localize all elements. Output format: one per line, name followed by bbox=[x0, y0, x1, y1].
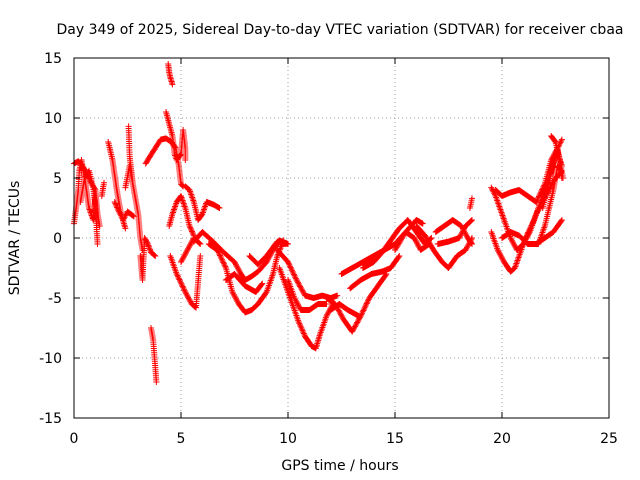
y-tick-label: -10 bbox=[39, 351, 62, 367]
y-tick-label: 5 bbox=[53, 171, 62, 187]
y-tick-label: -15 bbox=[39, 411, 62, 427]
y-tick-label: 15 bbox=[44, 51, 62, 67]
x-tick-label: 20 bbox=[493, 431, 511, 447]
x-tick-label: 15 bbox=[386, 431, 404, 447]
y-axis-label: SDTVAR / TECUs bbox=[7, 181, 23, 296]
x-tick-label: 10 bbox=[279, 431, 297, 447]
x-tick-label: 5 bbox=[177, 431, 186, 447]
y-axis-ticks: -15 -10 -5 0 5 10 15 bbox=[39, 51, 609, 427]
y-tick-label: -5 bbox=[48, 291, 62, 307]
x-axis-ticks: 0 5 10 15 20 25 bbox=[70, 58, 618, 447]
x-tick-label: 0 bbox=[70, 431, 79, 447]
x-tick-label: 25 bbox=[600, 431, 618, 447]
chart-title: Day 349 of 2025, Sidereal Day-to-day VTE… bbox=[57, 22, 624, 38]
y-tick-label: 10 bbox=[44, 111, 62, 127]
x-axis-label: GPS time / hours bbox=[281, 458, 398, 474]
y-tick-label: 0 bbox=[53, 231, 62, 247]
